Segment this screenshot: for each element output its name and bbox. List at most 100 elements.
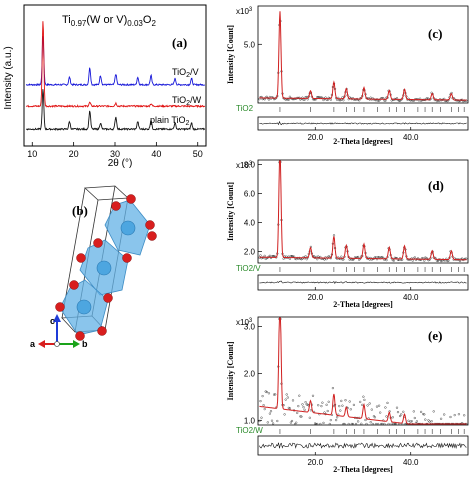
observed-point: [395, 97, 399, 100]
observed-point: [331, 387, 334, 390]
observed-point: [312, 255, 316, 258]
observed-point: [364, 418, 367, 422]
observed-point: [304, 255, 307, 258]
observed-point: [423, 413, 426, 416]
observed-point: [443, 413, 446, 416]
observed-point: [409, 420, 412, 423]
observed-point: [319, 422, 322, 426]
observed-point: [361, 403, 364, 406]
observed-point: [373, 416, 376, 419]
observed-point: [379, 411, 382, 414]
observed-point: [420, 410, 423, 413]
observed-point: [302, 406, 305, 409]
observed-point: [265, 390, 268, 394]
observed-point: [276, 419, 279, 423]
observed-point: [384, 406, 387, 409]
legend-tio2-w: TiO2/W: [172, 95, 202, 107]
observed-point: [289, 255, 292, 258]
panel-a-title: Ti0.97(W or V)0.03O2: [62, 14, 156, 28]
observed-point: [380, 256, 383, 259]
observed-point: [327, 255, 330, 258]
observed-point: [286, 396, 289, 399]
observed-point: [268, 412, 271, 415]
observed-point: [267, 392, 270, 395]
axis-c-label: c: [50, 316, 55, 326]
observed-point: [374, 256, 378, 259]
observed-point: [351, 422, 354, 426]
scale-note: x103: [236, 161, 253, 170]
oxygen-atom: [69, 280, 79, 290]
observed-point: [412, 410, 415, 413]
observed-point: [368, 402, 371, 405]
observed-point: [402, 410, 405, 413]
oxygen-atom: [75, 331, 85, 341]
panel-label: (d): [428, 178, 444, 193]
observed-point: [294, 422, 297, 426]
observed-point: [385, 259, 388, 262]
x-tick-label: 40.0: [403, 133, 419, 142]
panel-b-structure: (b): [30, 185, 157, 349]
plot-frame: [257, 159, 469, 264]
observed-point: [428, 420, 431, 423]
panel-e: 1.0 2.0 3.0 20.0 40.0 x103 Intensity [Count] 2-…: [226, 316, 469, 474]
observed-point: [329, 419, 332, 422]
observed-point: [378, 404, 381, 407]
observed-point: [309, 409, 312, 412]
observed-point: [297, 405, 300, 408]
axis-a-label: a: [30, 339, 36, 349]
y-tick-label: 4.0: [244, 218, 256, 227]
difference-frame: [257, 435, 469, 456]
observed-point: [348, 258, 351, 261]
observed-point: [370, 408, 373, 411]
x-axis-label: 2-Theta [degrees]: [333, 137, 393, 146]
observed-point: [335, 419, 338, 422]
observed-point: [296, 411, 299, 414]
oxygen-atom: [111, 201, 121, 211]
observed-point: [341, 96, 344, 99]
panel-a: 10 20 30 40 50 Ti0.97(W or V)0.03O2 (a) TiO2…: [3, 4, 207, 169]
series-line-1: [25, 21, 206, 109]
x-axis-label: 2-Theta [degrees]: [333, 300, 393, 309]
y-tick-label: 6.0: [244, 189, 256, 198]
plot-frame: [257, 5, 469, 104]
panel-a-xlabel: 2θ (°): [108, 158, 133, 169]
observed-point: [343, 422, 346, 426]
scale-note-exponent: 3: [249, 161, 253, 167]
observed-point: [340, 255, 343, 258]
y-tick-label: 2.0: [244, 369, 256, 378]
x-tick-label: 10: [27, 149, 37, 159]
observed-point: [305, 258, 308, 261]
observed-point: [377, 422, 380, 426]
bragg-ticks: [279, 429, 465, 434]
scale-note: x103: [236, 318, 253, 327]
panel-a-ylabel: Intensity (a.u.): [3, 46, 14, 109]
observed-point: [393, 422, 396, 426]
observed-point: [377, 99, 380, 102]
phase-label: TiO2: [236, 104, 254, 113]
observed-point: [332, 234, 336, 237]
observed-point: [349, 408, 352, 411]
ti-atom: [96, 260, 112, 276]
observed-point: [300, 415, 303, 418]
observed-point: [266, 421, 269, 424]
observed-point: [340, 399, 343, 402]
scale-note-base: x10: [236, 161, 249, 170]
observed-point: [305, 403, 308, 406]
observed-point: [285, 393, 288, 396]
oxygen-atom: [103, 293, 113, 303]
x-tick-label: 30: [110, 149, 120, 159]
observed-point: [291, 399, 295, 402]
observed-point: [260, 416, 263, 419]
observed-point: [449, 415, 452, 419]
observed-point: [344, 399, 347, 402]
observed-point: [289, 421, 292, 424]
observed-point: [404, 422, 407, 426]
observed-point: [304, 401, 307, 404]
observed-point: [284, 398, 287, 401]
scale-note-base: x10: [236, 318, 249, 327]
y-tick-label: 5.0: [244, 40, 256, 49]
ti-atom: [120, 220, 136, 236]
observed-point: [436, 259, 439, 263]
observed-point: [263, 254, 266, 257]
oxygen-atom: [55, 302, 65, 312]
